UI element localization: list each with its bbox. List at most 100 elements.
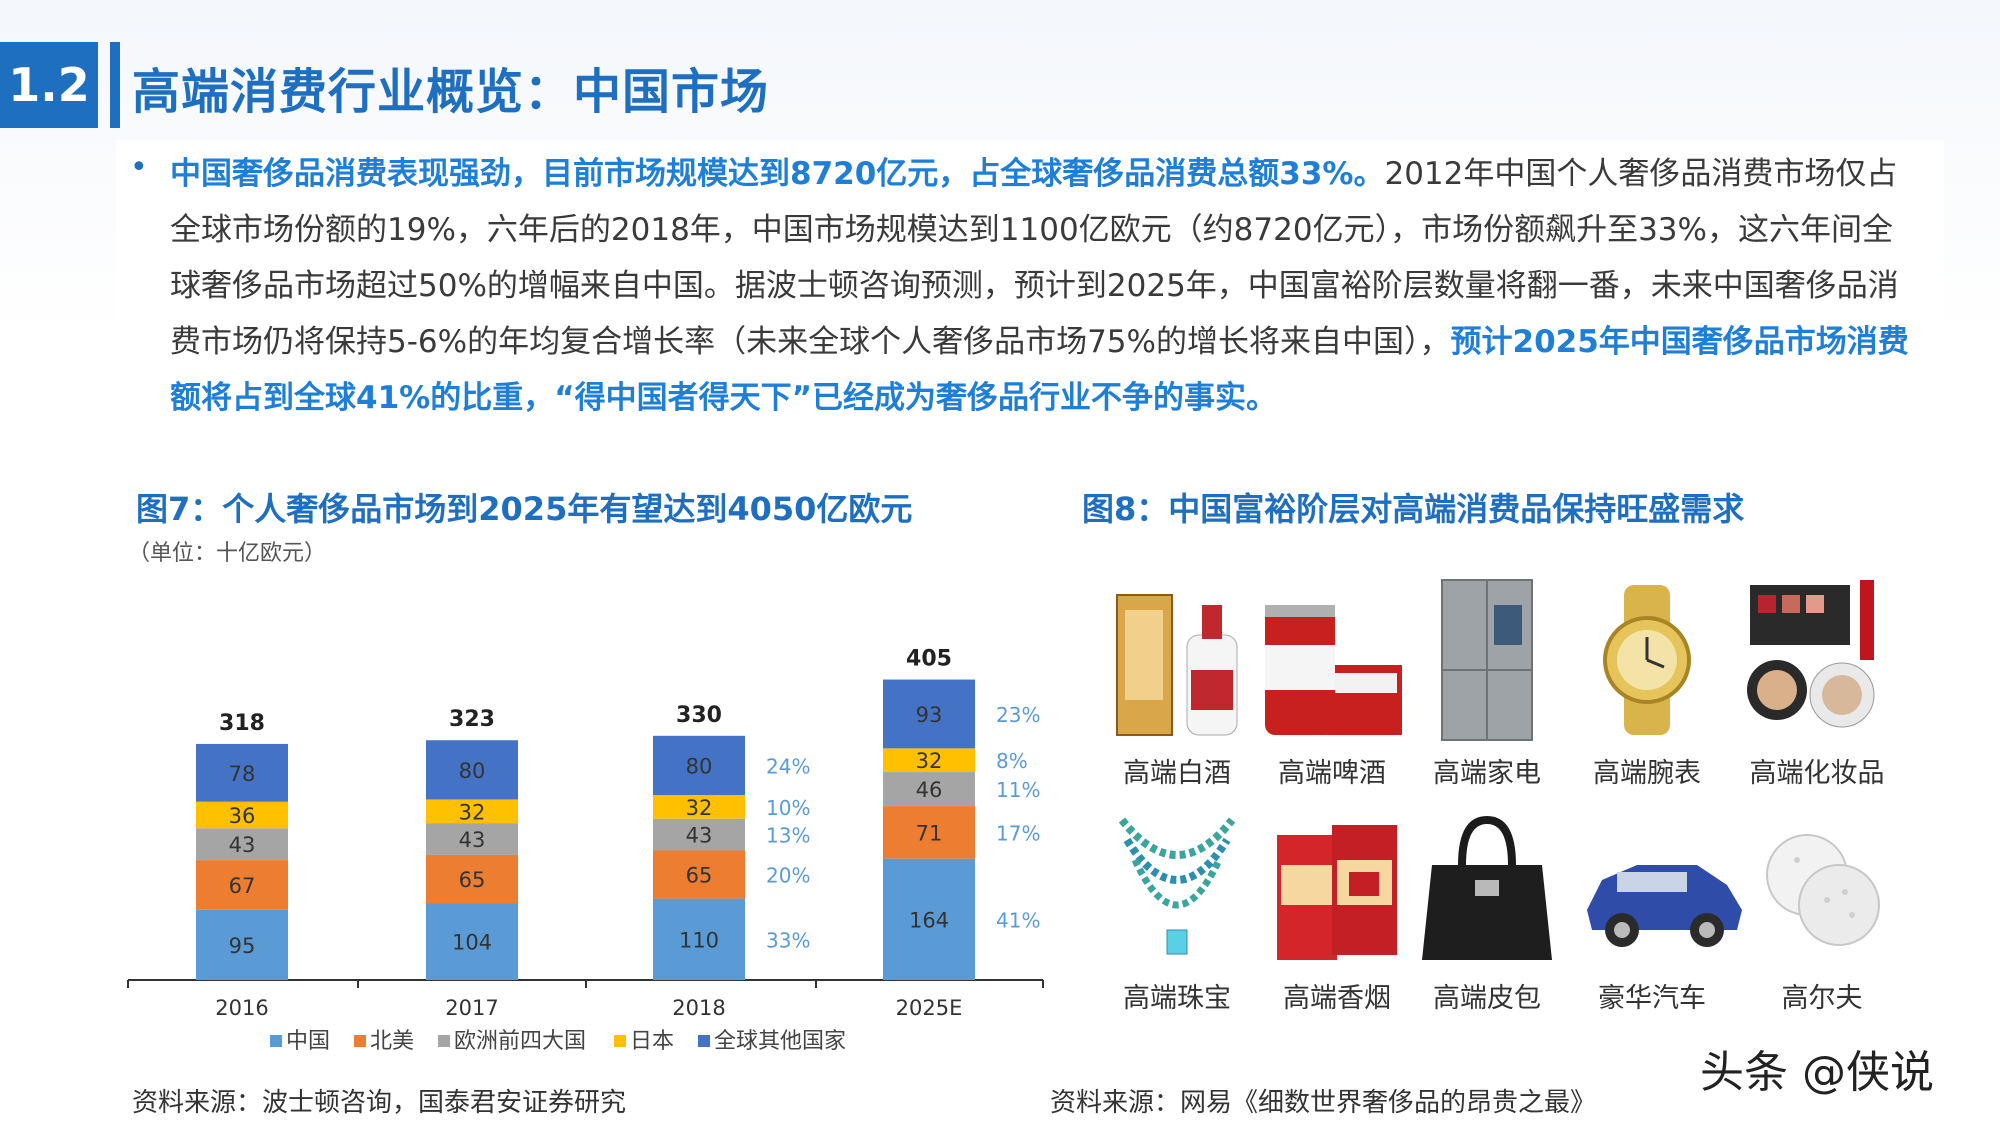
bar-value-label: 36 (229, 804, 256, 828)
figure8-image-panel: 高端白酒 高端啤酒 高端家电 高端腕表 (1082, 545, 1932, 1015)
bar-value-label: 95 (229, 934, 256, 958)
bar-value-label: 104 (452, 931, 492, 955)
bar-segment (196, 828, 288, 861)
legend-swatch (354, 1035, 366, 1047)
product-cigarettes: 高端香烟 (1262, 810, 1412, 1015)
bar-value-label: 164 (909, 908, 949, 932)
bar-segment (426, 740, 518, 800)
stacked-bar-chart: （单位：十亿欧元）9567433678318201610465433280323… (127, 541, 1044, 1054)
product-label: 高端香烟 (1283, 983, 1391, 1014)
chart-unit-label: （单位：十亿欧元） (128, 541, 326, 566)
bar-value-label: 93 (916, 703, 943, 727)
bar-segment (653, 818, 745, 851)
watermark: 头条 @侠说 (1700, 1047, 1934, 1098)
x-tick-label: 2018 (672, 996, 725, 1020)
summary-panel (116, 140, 1944, 424)
product-golf: 高尔夫 (1747, 810, 1897, 1015)
bar-segment (196, 801, 288, 829)
product-label: 高尔夫 (1781, 983, 1863, 1014)
beer-icon (1265, 605, 1402, 735)
share-label: 11% (996, 778, 1040, 802)
bar-segment (883, 679, 975, 749)
baijiu-icon (1116, 594, 1238, 736)
product-label: 高端腕表 (1593, 758, 1701, 789)
figure8-caption: 图8：中国富裕阶层对高端消费品保持旺盛需求 (1082, 490, 1745, 528)
bar-value-label: 46 (916, 778, 943, 802)
cosmetics-icon (1747, 580, 1875, 728)
legend-swatch (270, 1035, 282, 1047)
bar-value-label: 80 (459, 759, 486, 783)
x-tick-label: 2017 (445, 996, 498, 1020)
x-tick-label: 2025E (896, 996, 963, 1020)
figure8-source: 资料来源：网易《细数世界奢侈品的昂贵之最》 (1050, 1088, 1597, 1118)
summary-paragraph: 中国奢侈品消费表现强劲，目前市场规模达到8720亿元，占全球奢侈品消费总额33%… (170, 146, 1920, 426)
product-car: 豪华汽车 (1577, 810, 1742, 1015)
bar-value-label: 43 (686, 824, 713, 848)
bar-value-label: 65 (459, 868, 486, 892)
refrigerator-icon (1441, 579, 1533, 741)
share-label: 10% (766, 796, 810, 820)
bar-total-label: 323 (449, 707, 495, 732)
legend-label: 北美 (370, 1029, 414, 1054)
summary-body: 2012年中国个人奢侈品消费市场仅占全球市场份额的19%，六年后的2018年，中… (170, 156, 1899, 360)
bar-segment (426, 799, 518, 824)
bar-value-label: 67 (229, 874, 256, 898)
bar-segment (883, 858, 975, 980)
bar-segment (883, 772, 975, 807)
legend-swatch (698, 1035, 710, 1047)
bar-value-label: 32 (459, 800, 486, 824)
share-label: 13% (766, 824, 810, 848)
title-accent-bar (110, 42, 120, 128)
x-tick-label: 2016 (215, 996, 268, 1020)
summary-highlight-end: 预计2025年中国奢侈品市场消费额将占到全球41%的比重，“得中国者得天下”已经… (170, 324, 1909, 416)
product-label: 豪华汽车 (1598, 983, 1706, 1014)
bar-total-label: 330 (676, 703, 722, 728)
bar-total-label: 405 (906, 647, 952, 672)
bar-segment (196, 909, 288, 980)
product-appliance: 高端家电 (1412, 575, 1562, 790)
bar-value-label: 110 (679, 928, 719, 952)
product-label: 高端白酒 (1123, 758, 1231, 789)
page-title: 高端消费行业概览：中国市场 (132, 64, 770, 120)
product-label: 高端珠宝 (1123, 983, 1231, 1014)
figure7-chart-panel: （单位：十亿欧元） 95 67 43 36 78 318 2016 104 65 43 32 80 323… (118, 530, 1058, 1080)
golf-ball-icon (1766, 834, 1880, 946)
figure7-caption: 图7：个人奢侈品市场到2025年有望达到4050亿欧元 (136, 490, 913, 528)
legend-swatch (438, 1035, 450, 1047)
legend-label: 日本 (630, 1029, 674, 1054)
bar-value-label: 43 (229, 833, 256, 857)
bar-segment (426, 854, 518, 904)
bar-value-label: 32 (916, 749, 943, 773)
bar-value-label: 78 (229, 762, 256, 786)
product-label: 高端化妆品 (1749, 758, 1885, 789)
bar-segment (653, 735, 745, 795)
bar-value-label: 65 (686, 864, 713, 888)
bar-value-label: 43 (459, 828, 486, 852)
share-label: 24% (766, 754, 810, 778)
share-label: 41% (996, 908, 1040, 932)
product-label: 高端皮包 (1433, 983, 1541, 1014)
bar-segment (653, 850, 745, 899)
share-label: 17% (996, 821, 1040, 845)
summary-bullet: • (130, 150, 148, 185)
bar-total-label: 318 (219, 711, 265, 736)
product-label: 高端家电 (1433, 758, 1541, 789)
product-label: 高端啤酒 (1278, 758, 1386, 789)
share-label: 33% (766, 928, 810, 952)
share-label: 20% (766, 864, 810, 888)
legend-label: 中国 (286, 1029, 330, 1054)
product-jewelry: 高端珠宝 (1102, 810, 1252, 1015)
product-beer: 高端啤酒 (1257, 575, 1407, 790)
product-watch: 高端腕表 (1572, 575, 1722, 790)
cigarettes-icon (1277, 825, 1397, 960)
bar-segment (883, 806, 975, 859)
legend-label: 全球其他国家 (714, 1029, 846, 1054)
section-number-badge: 1.2 (0, 42, 98, 128)
bar-value-label: 32 (686, 796, 713, 820)
bar-value-label: 71 (916, 821, 943, 845)
bar-segment (196, 860, 288, 910)
bar-segment (653, 898, 745, 980)
legend-swatch (614, 1035, 626, 1047)
bar-segment (426, 823, 518, 855)
watch-icon (1603, 585, 1691, 735)
